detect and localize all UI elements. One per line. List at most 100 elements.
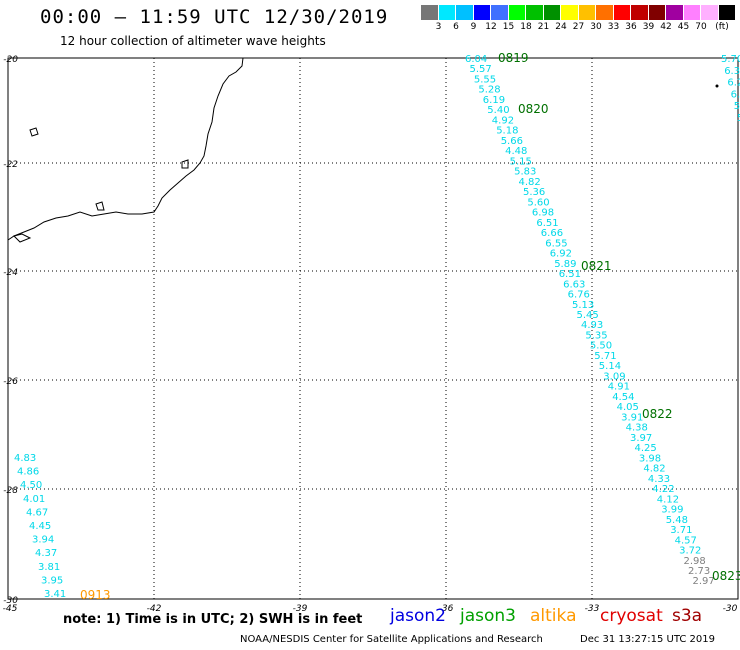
wave-height-value: 4.22	[652, 484, 674, 495]
wave-height-value: 4.57	[675, 535, 697, 546]
wave-height-value: 5.18	[496, 126, 518, 137]
satellite-jason2: jason2	[390, 606, 446, 626]
wave-height-value: 5.15	[510, 156, 532, 167]
wave-height-value: 2.98	[684, 556, 706, 567]
wave-height-value: 6.19	[483, 95, 505, 106]
wave-height-value: 6.66	[541, 228, 563, 239]
legend-label: 21	[537, 22, 550, 32]
wave-height-value: 5.89	[554, 259, 576, 270]
wave-height-value: 5.14	[599, 361, 621, 372]
lon-tick-label: -39	[293, 604, 308, 614]
wave-height-value: 3.72	[679, 546, 701, 557]
wave-height-value: 3.91	[621, 412, 643, 423]
wave-height-value: 4.37	[35, 548, 57, 559]
wave-height-value: 4.67	[26, 507, 48, 518]
wave-height-value: 6.51	[536, 218, 558, 229]
satellite-altika: altika	[530, 606, 577, 626]
legend-swatch	[701, 5, 719, 20]
wave-height-value: 6.98	[532, 208, 554, 219]
lon-tick-label: -30	[723, 604, 738, 614]
legend-swatch	[613, 5, 631, 20]
lat-tick-label: -24	[3, 268, 18, 278]
wave-height-value: 6.63	[563, 279, 585, 290]
legend-label: 27	[572, 22, 585, 32]
wave-height-value: 3.94	[32, 535, 54, 546]
lon-tick-label: -42	[147, 604, 162, 614]
legend-swatch	[421, 5, 439, 20]
wave-height-value: 4.82	[519, 177, 541, 188]
wave-height-value: 3.97	[630, 433, 652, 444]
satellite-jason3: jason3	[460, 606, 516, 626]
legend-label: 33	[607, 22, 620, 32]
legend-label: 3	[435, 22, 442, 32]
wave-height-value: 3.99	[661, 505, 683, 516]
wave-height-value: 5.40	[487, 105, 509, 116]
wave-height-value: 3.09	[603, 371, 625, 382]
time-label: 0820	[518, 102, 549, 116]
footer-note: note: 1) Time is in UTC; 2) SWH is in fe…	[63, 612, 363, 627]
lon-tick-label: -45	[3, 604, 18, 614]
legend-label: 39	[642, 22, 655, 32]
wave-height-value: 6.51	[559, 269, 581, 280]
wave-height-value: 2.73	[688, 566, 710, 577]
legend-swatch	[666, 5, 684, 20]
map-frame	[7, 57, 739, 600]
legend-swatch	[491, 5, 509, 20]
wave-height-value: 4.54	[612, 392, 634, 403]
wave-height-value: 5.	[734, 101, 740, 112]
legend-swatch	[683, 5, 701, 20]
legend-label: 45	[677, 22, 690, 32]
wave-height-value: 4.48	[505, 146, 527, 157]
wave-height-value: 5.57	[470, 64, 492, 75]
legend-label: (ft)	[715, 22, 729, 32]
legend-label: 18	[520, 22, 532, 32]
legend-swatch	[561, 5, 579, 20]
legend-swatch	[526, 5, 544, 20]
lat-tick-label: -22	[3, 160, 18, 170]
wave-height-value: 4.33	[648, 474, 670, 485]
lat-tick-label: -30	[3, 596, 18, 606]
lat-tick-label: -28	[3, 486, 18, 496]
legend-swatch	[718, 5, 736, 20]
wave-height-value: 6.55	[545, 238, 567, 249]
wave-height-value: 4.05	[617, 402, 639, 413]
page-title: 00:00 – 11:59 UTC 12/30/2019	[40, 6, 389, 28]
legend-swatch	[631, 5, 649, 20]
wave-height-value: 4.38	[626, 423, 648, 434]
wave-height-value: 5.83	[514, 167, 536, 178]
wave-height-value: 5	[737, 113, 740, 124]
satellite-s3a: s3a	[672, 606, 703, 626]
brazil-coastline	[7, 57, 244, 241]
legend-label: 36	[625, 22, 637, 32]
legend-label: 24	[555, 22, 567, 32]
page-subtitle: 12 hour collection of altimeter wave hei…	[60, 34, 326, 48]
legend-swatch	[473, 5, 491, 20]
wave-height-value: 5.36	[523, 187, 545, 198]
right-track-values: 5.706.36.26.35.55	[721, 54, 740, 124]
legend-label: 70	[695, 22, 707, 32]
wave-height-value: 5.13	[572, 300, 594, 311]
wave-height-value: 5.28	[478, 85, 500, 96]
wave-height-value: 4.91	[608, 382, 630, 393]
wave-height-value: 4.45	[29, 521, 51, 532]
wave-height-value: 3.81	[38, 562, 60, 573]
wave-height-value: 3.41	[44, 589, 66, 600]
wave-height-value: 5.45	[577, 310, 599, 321]
time-label: 0913	[80, 588, 111, 602]
time-label: 0823	[712, 569, 740, 583]
wave-height-value: 5.48	[666, 515, 688, 526]
wave-height-value: 5.50	[590, 341, 612, 352]
wave-height-value: 3.95	[41, 575, 63, 586]
coastline-islands	[13, 127, 189, 243]
legend-swatch	[648, 5, 666, 20]
legend-swatch	[543, 5, 561, 20]
legend-label: 42	[660, 22, 672, 32]
legend-swatch	[456, 5, 474, 20]
coast-dot	[715, 84, 719, 88]
lat-tick-label: -20	[3, 55, 18, 65]
legend-swatch	[578, 5, 596, 20]
footer-timestamp: Dec 31 13:27:15 UTC 2019	[580, 634, 715, 645]
wave-height-value: 2.97	[693, 576, 715, 587]
wave-height-value: 6.04	[465, 54, 487, 65]
